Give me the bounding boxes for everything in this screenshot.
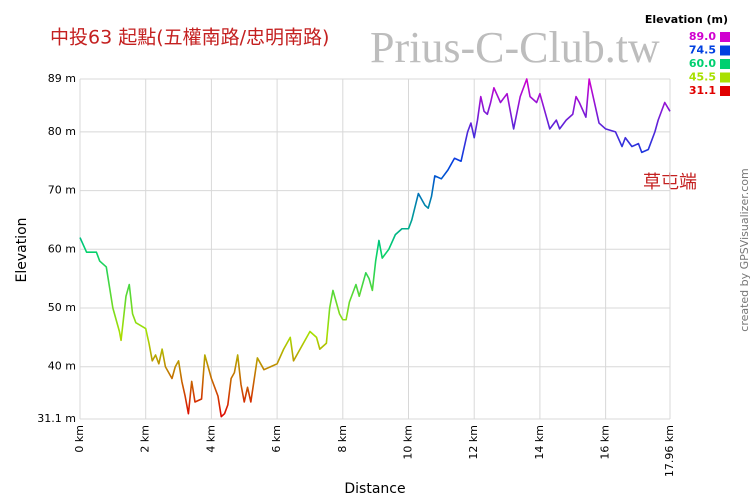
x-tick-label: 2 km bbox=[139, 425, 152, 453]
y-tick-label: 70 m bbox=[48, 184, 76, 197]
credit: created by GPSVisualizer.com bbox=[738, 168, 750, 331]
y-axis-label: Elevation bbox=[14, 217, 30, 282]
chart-title: 中投63 起點(五權南路/忠明南路) bbox=[50, 27, 329, 49]
y-tick-label: 80 m bbox=[48, 125, 76, 138]
x-tick-label: 8 km bbox=[336, 425, 349, 453]
watermark: Prius-C-Club.tw bbox=[370, 23, 660, 72]
legend-title: Elevation (m) bbox=[645, 13, 728, 26]
x-tick-label: 17.96 km bbox=[663, 425, 676, 477]
x-tick-label: 6 km bbox=[270, 425, 283, 453]
x-axis-label: Distance bbox=[344, 481, 405, 497]
legend-swatch bbox=[720, 72, 730, 83]
legend-swatch bbox=[720, 86, 730, 96]
y-tick-label: 40 m bbox=[48, 360, 76, 373]
legend-swatch bbox=[720, 32, 730, 42]
x-tick-label: 12 km bbox=[467, 425, 480, 460]
y-tick-label: 50 m bbox=[48, 301, 76, 314]
elevation-line bbox=[79, 78, 671, 418]
legend-swatch bbox=[720, 45, 730, 56]
legend-label: 74.5 bbox=[689, 44, 716, 57]
x-tick-label: 16 km bbox=[599, 425, 612, 460]
x-tick-label: 0 km bbox=[73, 425, 86, 453]
legend-label: 31.1 bbox=[689, 84, 716, 97]
legend-label: 89.0 bbox=[689, 30, 716, 43]
y-tick-label: 60 m bbox=[48, 242, 76, 255]
legend-label: 60.0 bbox=[689, 57, 716, 70]
y-tick-label: 89 m bbox=[48, 72, 76, 85]
x-tick-label: 14 km bbox=[533, 425, 546, 460]
x-tick-label: 10 km bbox=[402, 425, 415, 460]
legend-label: 45.5 bbox=[689, 71, 716, 84]
legend-swatch bbox=[720, 59, 730, 69]
y-tick-label: 31.1 m bbox=[37, 412, 76, 425]
x-tick-label: 4 km bbox=[204, 425, 217, 453]
